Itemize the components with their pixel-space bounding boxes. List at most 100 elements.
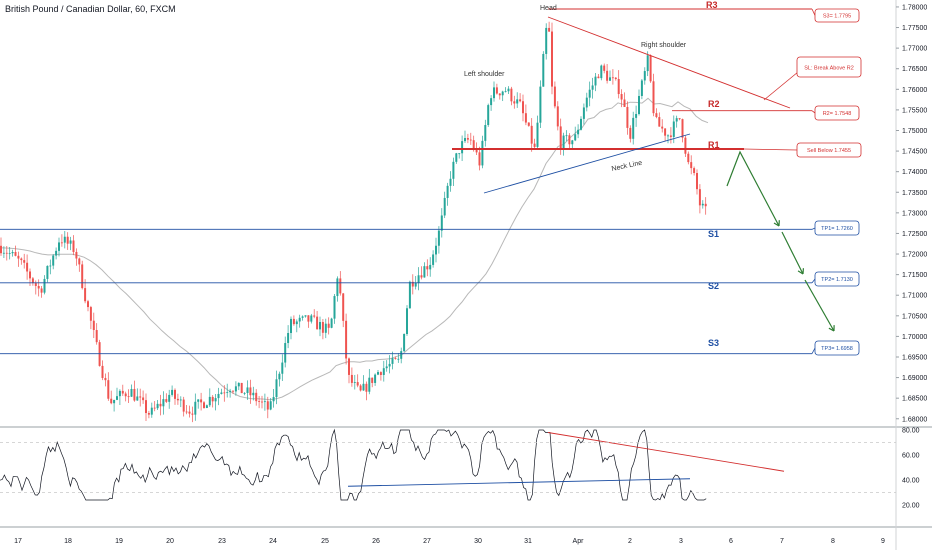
candle: [664, 127, 667, 142]
candle-body: [185, 411, 188, 413]
callout-stop-loss[interactable]: SL: Break Above R2: [796, 56, 862, 78]
candle-body: [81, 264, 84, 289]
candle-body: [597, 76, 600, 79]
candle-body: [585, 97, 588, 108]
candle: [232, 390, 234, 394]
candle-body: [34, 283, 37, 286]
candle-body: [214, 398, 217, 402]
candle: [124, 391, 127, 402]
candle-body: [234, 386, 237, 392]
candle-body: [417, 275, 420, 283]
time-tick-label: 31: [524, 538, 532, 545]
candle: [116, 387, 118, 401]
candle-body: [513, 101, 516, 104]
candle: [5, 246, 8, 261]
candle-body: [263, 401, 266, 403]
candle-body: [223, 392, 226, 394]
candle-body: [559, 126, 562, 149]
callout-r2[interactable]: R2= 1.7548: [814, 105, 860, 121]
candle: [588, 81, 591, 107]
candle-body: [127, 396, 130, 398]
candle: [620, 89, 623, 108]
candle: [121, 384, 124, 396]
candle-body: [101, 365, 104, 378]
candle: [75, 248, 78, 266]
candle-body: [147, 413, 150, 415]
candle-body: [20, 258, 23, 261]
candle: [606, 63, 609, 84]
candle-body: [490, 98, 493, 106]
candle-body: [75, 251, 78, 259]
price-tick-label: 1.72000: [902, 252, 927, 259]
candle-body: [284, 343, 287, 363]
candle-body: [316, 316, 319, 330]
candle: [519, 93, 522, 103]
candle-body: [609, 77, 611, 81]
time-axis: 17 18 19 20 23 24 25 26 27 30 31 Apr 2 3 6 7 8 9: [14, 538, 885, 545]
level-label-r3: R3: [706, 0, 718, 10]
candle-body: [63, 236, 66, 243]
callout-tp3[interactable]: TP3= 1.6958: [814, 340, 860, 356]
candle-body: [350, 374, 353, 383]
candle: [229, 388, 232, 398]
candle: [298, 314, 301, 328]
candle: [394, 356, 397, 360]
candle-body: [362, 383, 365, 391]
candle-body: [116, 396, 118, 400]
candle: [658, 112, 661, 127]
candle-body: [437, 230, 440, 246]
candle: [0, 237, 2, 256]
price-tick-label: 1.69500: [902, 354, 927, 361]
candle-body: [504, 91, 507, 93]
candle: [145, 393, 147, 422]
candle-body: [130, 388, 133, 397]
oscillator-tick-label: 80.00: [902, 428, 920, 435]
callout-s3[interactable]: S3= 1.7795: [814, 8, 860, 23]
candle: [313, 309, 316, 319]
callout-sell[interactable]: Sell Below 1.7455: [796, 142, 862, 158]
candle: [243, 392, 246, 396]
candle-body: [330, 318, 333, 328]
moving-average-line: [0, 97, 709, 401]
candle-body: [113, 399, 116, 404]
candle-body: [435, 245, 437, 255]
candle: [348, 357, 350, 384]
candle: [490, 95, 493, 111]
candle-body: [118, 390, 121, 397]
candle: [437, 226, 440, 254]
candle-body: [452, 161, 455, 179]
candle: [269, 397, 272, 411]
candle: [223, 385, 226, 402]
candle-body: [617, 79, 620, 95]
candle-body: [510, 88, 513, 102]
candle-body: [669, 135, 672, 137]
level-label-s1: S1: [708, 229, 719, 239]
callout-tp1[interactable]: TP1= 1.7260: [814, 220, 860, 236]
oscillator-pane: [0, 428, 785, 501]
candle-body: [342, 293, 345, 321]
candle: [130, 384, 133, 397]
candle-body: [568, 135, 571, 145]
callout-connector: [811, 278, 816, 284]
candle-body: [226, 392, 229, 393]
callout-stop-loss-text: SL: Break Above R2: [804, 66, 854, 72]
candle-body: [203, 402, 205, 408]
callout-tp2-text: TP2= 1.7130: [821, 277, 853, 283]
candle-body: [107, 380, 110, 399]
candle-body: [295, 321, 298, 325]
candle-body: [205, 405, 208, 408]
candle-body: [588, 89, 591, 98]
candle: [104, 373, 107, 387]
candle: [594, 72, 597, 92]
candle: [168, 389, 171, 409]
candle: [571, 139, 574, 150]
oscillator-support-trendline: [347, 478, 691, 487]
candle: [385, 360, 388, 372]
callout-tp2[interactable]: TP2= 1.7130: [814, 271, 860, 287]
candle-body: [55, 250, 58, 256]
candle: [646, 51, 649, 77]
candle-body: [675, 118, 678, 122]
candle-body: [701, 203, 704, 206]
